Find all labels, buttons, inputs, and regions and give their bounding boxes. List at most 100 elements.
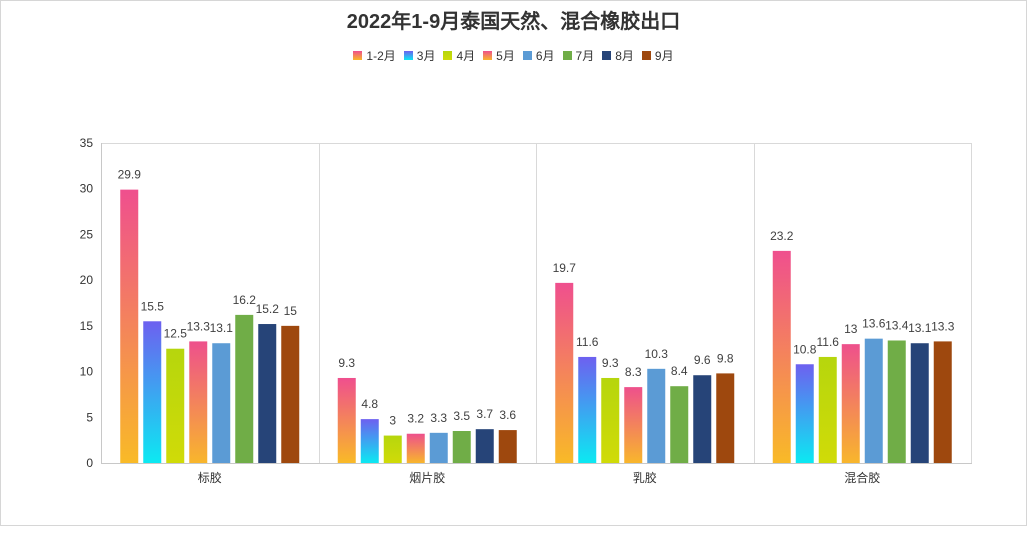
- data-label: 11.6: [576, 335, 599, 349]
- data-label: 3.2: [407, 412, 424, 426]
- bar: [429, 432, 448, 463]
- data-label: 23.2: [770, 229, 794, 243]
- legend-item[interactable]: 7月: [562, 47, 595, 64]
- bar: [475, 429, 494, 463]
- data-label: 13.3: [931, 319, 955, 333]
- legend-label: 8月: [615, 48, 634, 63]
- bar: [235, 314, 254, 463]
- data-label: 4.8: [361, 397, 378, 411]
- bar: [498, 430, 517, 463]
- data-label: 15: [284, 304, 298, 318]
- data-label: 10.3: [645, 347, 669, 361]
- data-label: 13.1: [210, 321, 234, 335]
- x-tick-label: 标胶: [198, 470, 222, 485]
- bar: [578, 356, 597, 463]
- bar: [670, 386, 689, 463]
- data-label: 13.6: [862, 317, 886, 331]
- bar: [601, 377, 620, 463]
- data-label: 3.6: [499, 408, 516, 422]
- y-tick-label: 0: [86, 456, 93, 470]
- legend-item[interactable]: 3月: [403, 47, 436, 64]
- chart-title: 2022年1-9月泰国天然、混合橡胶出口: [346, 11, 681, 33]
- x-tick-label: 混合胶: [844, 470, 880, 485]
- x-tick-label: 乳胶: [633, 470, 657, 485]
- legend-swatch: [641, 50, 651, 60]
- legend-label: 6月: [535, 48, 555, 63]
- legend-swatch: [522, 50, 532, 60]
- legend-item[interactable]: 9月: [641, 47, 674, 64]
- bar: [281, 325, 300, 463]
- bar: [406, 433, 425, 463]
- legend-swatch: [403, 50, 413, 60]
- legend: 1-2月 3月 4月 5月 6月 7月 8月 9月: [0, 47, 1027, 63]
- data-label: 9.3: [338, 356, 355, 370]
- bar: [795, 364, 814, 463]
- y-tick-label: 15: [80, 319, 94, 333]
- x-tick-label: 烟片胶: [409, 470, 445, 485]
- legend-item[interactable]: 5月: [483, 47, 515, 64]
- bar: [143, 321, 162, 463]
- legend-item[interactable]: 4月: [443, 47, 475, 64]
- data-label: 15.5: [141, 299, 165, 313]
- data-label: 3.7: [476, 407, 493, 421]
- legend-swatch: [562, 50, 572, 60]
- y-tick-label: 5: [86, 410, 93, 424]
- bar: [452, 431, 471, 463]
- data-label: 13.3: [187, 319, 211, 333]
- data-label: 9.8: [717, 351, 734, 365]
- legend-item[interactable]: 8月: [602, 47, 634, 64]
- bar: [818, 356, 837, 463]
- bar: [887, 340, 906, 463]
- legend-item[interactable]: 1-2月: [353, 47, 396, 64]
- legend-label: 1-2月: [366, 48, 396, 63]
- bar: [693, 375, 712, 463]
- y-tick-label: 25: [80, 227, 94, 241]
- data-label: 29.9: [118, 168, 142, 182]
- legend-item[interactable]: 6月: [522, 47, 555, 64]
- y-tick-label: 20: [80, 273, 94, 287]
- bar: [120, 189, 139, 463]
- data-label: 13: [844, 322, 858, 336]
- data-label: 16.2: [233, 293, 257, 307]
- bar: [337, 377, 356, 463]
- bar: [189, 341, 208, 463]
- y-tick-label: 35: [80, 136, 94, 150]
- bar: [555, 282, 574, 463]
- data-label: 11.6: [817, 335, 840, 349]
- bar: [772, 250, 791, 463]
- data-label: 10.8: [793, 342, 817, 356]
- bar: [864, 338, 883, 463]
- data-label: 8.4: [671, 364, 688, 378]
- bar: [910, 343, 929, 463]
- data-label: 9.6: [694, 353, 711, 367]
- bar: [624, 387, 643, 463]
- data-label: 15.2: [256, 302, 280, 316]
- data-label: 3.5: [453, 409, 470, 423]
- legend-label: 4月: [456, 48, 476, 63]
- legend-label: 7月: [575, 48, 595, 63]
- bar: [212, 343, 231, 463]
- legend-label: 5月: [496, 48, 515, 63]
- bar: [258, 324, 277, 463]
- legend-swatch: [353, 50, 363, 60]
- bar: [716, 373, 735, 463]
- y-tick-label: 30: [80, 182, 94, 196]
- data-label: 3: [389, 414, 396, 428]
- bar: [841, 344, 860, 463]
- bar: [647, 368, 666, 463]
- data-label: 8.3: [625, 365, 642, 379]
- bar: [360, 419, 379, 463]
- data-label: 19.7: [553, 261, 577, 275]
- y-tick-label: 10: [80, 365, 94, 379]
- legend-swatch: [602, 50, 612, 60]
- bar: [383, 435, 402, 463]
- legend-swatch: [483, 50, 493, 60]
- bar: [933, 341, 952, 463]
- bar: [166, 348, 185, 463]
- legend-label: 3月: [416, 48, 436, 63]
- data-label: 13.1: [908, 321, 932, 335]
- data-label: 12.5: [164, 327, 188, 341]
- data-label: 9.3: [602, 356, 619, 370]
- legend-swatch: [443, 50, 453, 60]
